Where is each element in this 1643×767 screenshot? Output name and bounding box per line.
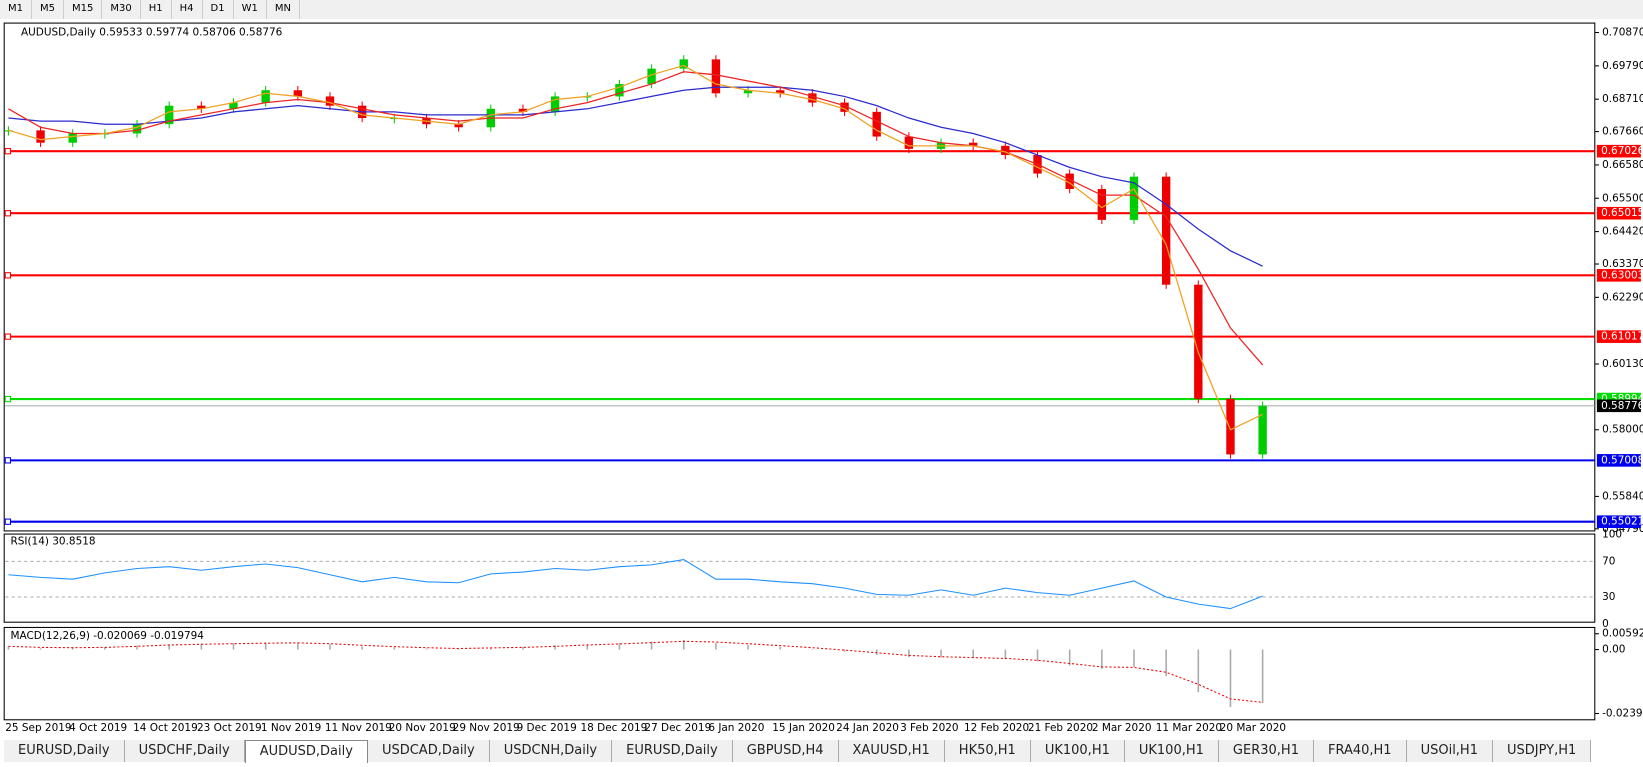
chart-tab[interactable]: USDCHF,Daily [124, 740, 245, 762]
chart-tab[interactable]: HK50,H1 [944, 740, 1031, 762]
y-tick-label: 0.68710 [1602, 93, 1643, 105]
level-handle [4, 457, 12, 464]
level-handle [4, 210, 12, 217]
macd-tick-label: 0.00 [1602, 644, 1625, 656]
level-label-bg [1596, 454, 1641, 467]
level-handle [4, 395, 12, 403]
timeframe-button[interactable]: M1 [0, 0, 32, 19]
level-handle [4, 333, 12, 340]
x-tick-label: 25 Sep 2019 [5, 722, 71, 734]
chart-tab[interactable]: UK100,H1 [1030, 740, 1125, 762]
macd-tick-label: -0.023944 [1602, 707, 1643, 719]
y-tick-label: 0.60130 [1602, 358, 1643, 370]
x-tick-label: 9 Dec 2019 [517, 722, 577, 734]
level-label-bg [1596, 515, 1641, 528]
x-tick-label: 12 Feb 2020 [964, 722, 1029, 734]
moving-average [8, 64, 1263, 431]
chart-tab[interactable]: EURUSD,Daily [4, 740, 125, 762]
y-tick-label: 0.55840 [1602, 490, 1643, 502]
level-label: 0.63003 [1601, 269, 1643, 281]
chart-tab[interactable]: USDCAD,Daily [367, 740, 490, 762]
moving-average [8, 71, 1264, 366]
timeframe-toolbar: M1 M5 M15 M30 H1 H4 D1 W1 MN [0, 0, 1643, 19]
y-tick-label: 0.58000 [1602, 424, 1643, 436]
x-tick-label: 11 Nov 2019 [325, 722, 392, 734]
chart-tab[interactable]: USDJPY,H1 [1492, 740, 1592, 762]
y-tick-label: 0.64420 [1602, 226, 1643, 238]
chart-tab[interactable]: AUDUSD,Daily [244, 740, 368, 763]
x-tick-label: 21 Feb 2020 [1028, 722, 1093, 734]
x-tick-label: 14 Oct 2019 [133, 722, 198, 734]
chart-tab[interactable]: UK100,H1 [1124, 740, 1219, 762]
chart-tab[interactable]: FRA40,H1 [1313, 740, 1407, 762]
chart-tab[interactable]: USDCNH,Daily [489, 740, 613, 762]
y-tick-label: 0.66580 [1602, 159, 1643, 171]
chart-tab[interactable]: USOil,H1 [1406, 740, 1493, 762]
chart-tabs: EURUSD,Daily USDCHF,Daily AUDUSD,Daily USDC… [4, 740, 1592, 763]
x-tick-label: 3 Feb 2020 [900, 722, 958, 734]
rsi-tick-label: 70 [1602, 555, 1615, 567]
macd-panel [3, 626, 1596, 721]
level-handle [4, 518, 12, 525]
y-tick-label: 0.67660 [1602, 126, 1643, 138]
x-tick-label: 20 Nov 2019 [389, 722, 456, 734]
x-tick-label: 23 Oct 2019 [197, 722, 262, 734]
current-price-bg [1596, 399, 1641, 413]
level-label: 0.65015 [1601, 207, 1643, 219]
main-panel [3, 22, 1596, 532]
level-label: 0.61017 [1601, 331, 1643, 343]
rsi-tick-label: 0 [1602, 618, 1609, 630]
chart-tab[interactable]: GER30,H1 [1218, 740, 1314, 762]
x-tick-label: 4 Oct 2019 [69, 722, 127, 734]
timeframe-button[interactable]: D1 [203, 0, 234, 19]
timeframe-button[interactable]: M30 [102, 0, 141, 19]
x-tick-label: 6 Jan 2020 [708, 722, 764, 734]
chart-tab[interactable]: XAUUSD,H1 [838, 740, 945, 762]
level-handle [4, 148, 12, 155]
timeframe-button[interactable]: M5 [32, 0, 64, 19]
timeframe-button[interactable]: H4 [172, 0, 203, 19]
timeframe-button[interactable]: W1 [234, 0, 267, 19]
chart-tab[interactable]: EURUSD,Daily [612, 740, 733, 762]
x-tick-label: 2 Mar 2020 [1092, 722, 1152, 734]
chart-tab[interactable]: GBPUSD,H4 [732, 740, 839, 762]
current-price-label: 0.58776 [1601, 400, 1643, 412]
level-handle [4, 272, 12, 279]
y-tick-label: 0.63370 [1602, 258, 1643, 270]
level-label-bg [1596, 330, 1641, 343]
timeframe-button[interactable]: M15 [64, 0, 103, 19]
level-label-bg [1596, 206, 1641, 220]
x-tick-label: 1 Nov 2019 [261, 722, 321, 734]
rsi-tick-label: 30 [1602, 591, 1615, 603]
x-tick-label: 15 Jan 2020 [772, 722, 835, 734]
macd-tick-label: 0.005923 [1602, 628, 1643, 640]
timeframe-button[interactable]: H1 [141, 0, 172, 19]
x-tick-label: 27 Dec 2019 [644, 722, 711, 734]
y-tick-label: 0.62290 [1602, 291, 1643, 303]
y-tick-label: 0.65500 [1602, 192, 1643, 204]
moving-average [8, 86, 1263, 267]
x-tick-label: 18 Dec 2019 [580, 722, 647, 734]
rsi-label: RSI(14) 30.8518 [10, 535, 95, 547]
level-label: 0.57008 [1601, 454, 1643, 466]
y-tick-label: 0.70870 [1602, 27, 1643, 39]
level-label: 0.55021 [1601, 516, 1643, 528]
level-label: 0.67026 [1601, 145, 1643, 157]
timeframe-button[interactable]: MN [267, 0, 300, 19]
level-label-bg [1596, 269, 1641, 282]
rsi-panel [3, 533, 1596, 623]
x-tick-label: 29 Nov 2019 [453, 722, 520, 734]
chart-header: AUDUSD,Daily 0.59533 0.59774 0.58706 0.5… [21, 27, 282, 39]
y-tick-label: 0.69790 [1602, 60, 1643, 72]
x-tick-label: 20 Mar 2020 [1220, 722, 1286, 734]
x-tick-label: 11 Mar 2020 [1156, 722, 1222, 734]
x-tick-label: 24 Jan 2020 [836, 722, 899, 734]
macd-label: MACD(12,26,9) -0.020069 -0.019794 [10, 630, 204, 642]
level-label-bg [1596, 144, 1641, 158]
rsi-tick-label: 100 [1602, 529, 1622, 541]
rsi-line [8, 559, 1263, 610]
